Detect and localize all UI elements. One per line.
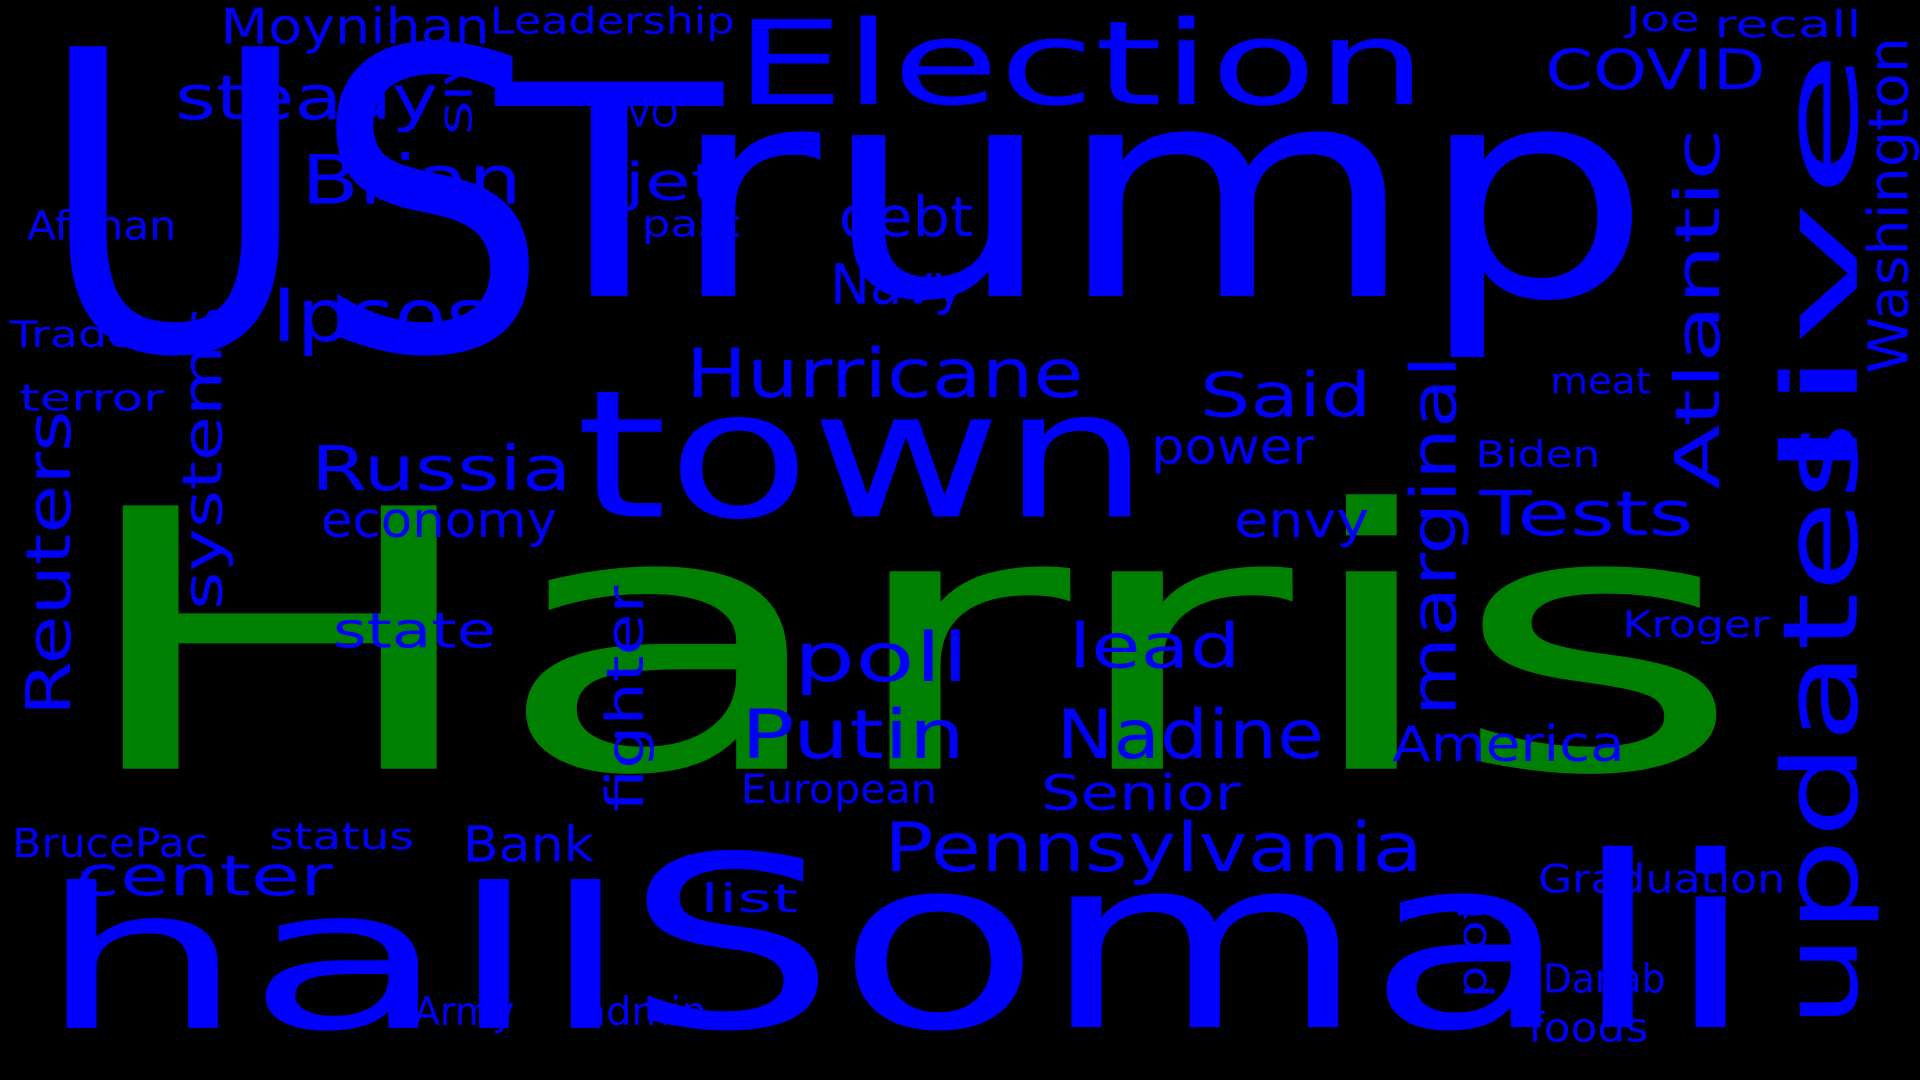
word-graduation: Graduation bbox=[1537, 856, 1786, 902]
word-nadine: Nadine bbox=[1056, 695, 1324, 775]
word-brian: Brian bbox=[301, 140, 522, 220]
word-marginal: marginal bbox=[1396, 355, 1471, 717]
word-america: America bbox=[1392, 715, 1625, 773]
word-updates: updates bbox=[1760, 421, 1882, 1029]
word-power: power bbox=[1151, 418, 1314, 476]
word-list: list bbox=[700, 875, 799, 922]
word-european: European bbox=[740, 765, 937, 813]
word-somali: Somali bbox=[624, 805, 1757, 1080]
word-russia: Russia bbox=[311, 432, 572, 505]
word-vo: VO bbox=[626, 92, 679, 136]
word-debt: debt bbox=[838, 184, 974, 250]
word-lead: lead bbox=[1068, 610, 1241, 683]
word-harris: Harris bbox=[67, 432, 1744, 856]
word-jet: jet bbox=[624, 152, 720, 213]
word-army: Army bbox=[413, 988, 515, 1035]
word-economy: economy bbox=[320, 491, 558, 549]
word-washington: Washington bbox=[1856, 36, 1920, 374]
word-covid: COVID bbox=[1545, 37, 1766, 103]
word-trump: Trump bbox=[495, 22, 1653, 367]
word-senior: Senior bbox=[1040, 764, 1241, 822]
word-plot: plot bbox=[1448, 900, 1496, 998]
word-bank: Bank bbox=[462, 816, 594, 874]
word-navy: Navy bbox=[830, 252, 966, 317]
word-election: Election bbox=[734, 0, 1427, 132]
word-hurricane: Hurricane bbox=[685, 334, 1084, 414]
word-terror: terror bbox=[19, 376, 165, 420]
word-joe: Joe bbox=[1626, 0, 1700, 40]
word-ipsos: Ipsos bbox=[271, 272, 491, 359]
word-center: center bbox=[75, 843, 333, 909]
word-envy: envy bbox=[1234, 491, 1370, 549]
word-foods: foods bbox=[1528, 1004, 1649, 1052]
word-status: status bbox=[269, 814, 415, 858]
word-admin: admin bbox=[581, 988, 707, 1035]
word-afghan: Afghan bbox=[26, 202, 177, 250]
word-brucepac: BrucePac bbox=[12, 819, 209, 867]
word-past: past bbox=[641, 202, 740, 246]
word-poll: poll bbox=[793, 618, 969, 698]
word-kroger: Kroger bbox=[1622, 602, 1770, 646]
word-danab: Danab bbox=[1542, 955, 1666, 1003]
word-recall: recall bbox=[1714, 2, 1862, 46]
word-hall: hall bbox=[36, 845, 632, 1075]
word-moynihan: Moynihan bbox=[220, 0, 490, 56]
word-systems: systems bbox=[170, 306, 235, 610]
word-pennsylvania: Pennsylvania bbox=[884, 808, 1423, 888]
word-putin: Putin bbox=[740, 695, 966, 775]
word-atlantic: Atlantic bbox=[1662, 128, 1734, 490]
word-tests: Tests bbox=[1479, 478, 1694, 550]
word-town: town bbox=[575, 351, 1150, 560]
word-steady: steady bbox=[175, 61, 439, 134]
word-siv: SIV bbox=[437, 48, 481, 135]
word-trader: Trader bbox=[9, 312, 155, 356]
word-biden: Biden bbox=[1475, 432, 1601, 476]
word-state: state bbox=[333, 601, 497, 660]
word-leadership: Leadership bbox=[489, 0, 735, 43]
word-said: Said bbox=[1200, 359, 1372, 432]
word-reuters: Reuters bbox=[12, 410, 85, 717]
word-meat: meat bbox=[1550, 359, 1651, 403]
word-us: US bbox=[36, 0, 550, 450]
word-fighter: fighter bbox=[595, 585, 656, 812]
